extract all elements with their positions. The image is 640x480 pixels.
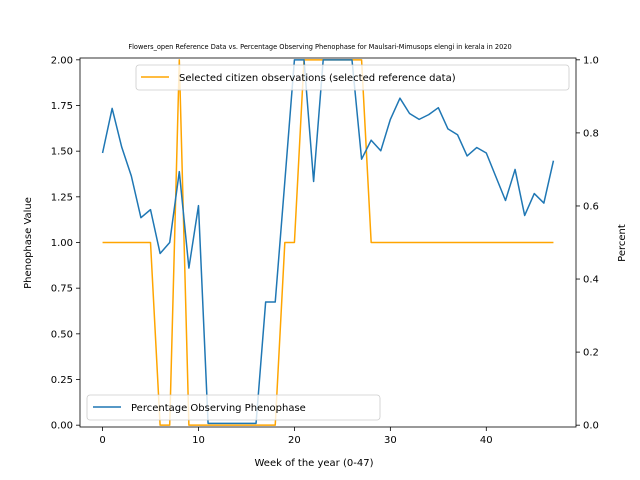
legend-percentage: Percentage Observing Phenophase [86, 394, 381, 421]
y-axis-left-label: Phenophase Value [23, 197, 34, 289]
y-right-tick-label: 0.2 [583, 348, 599, 359]
x-tick-label: 30 [384, 435, 397, 446]
y-left-tick-label: 1.00 [51, 238, 73, 249]
y-left-tick-label: 0.50 [51, 329, 73, 340]
x-tick-label: 0 [99, 435, 105, 446]
legend-box [86, 394, 381, 421]
legend-reference: Selected citizen observations (selected … [135, 64, 570, 91]
x-axis-label: Week of the year (0-47) [255, 458, 374, 469]
x-axis: 0 10 20 30 40 [99, 427, 493, 446]
percentage-line [101, 59, 555, 425]
legend-box [135, 64, 570, 91]
y-left-tick-label: 1.75 [51, 101, 73, 112]
y-left-tick-label: 2.00 [51, 55, 73, 66]
y-left-tick-label: 1.50 [51, 147, 73, 158]
y-axis-right-label: Percent [617, 224, 628, 262]
y-right-tick-label: 0.4 [583, 275, 599, 286]
y-right-tick-label: 0.6 [583, 201, 599, 212]
y-left-tick-label: 0.25 [51, 375, 73, 386]
percentage-series [101, 59, 555, 425]
y-right-tick-label: 0.8 [583, 128, 599, 139]
plot-area [79, 57, 577, 428]
x-tick-label: 20 [288, 435, 301, 446]
y-axis-left: 0.00 0.25 0.50 0.75 1.00 1.25 1.50 1.75 2.00 [51, 55, 80, 432]
y-right-tick-label: 1.0 [583, 55, 599, 66]
x-tick-label: 40 [480, 435, 493, 446]
legend-label: Percentage Observing Phenophase [131, 403, 306, 414]
x-tick-label: 10 [192, 435, 205, 446]
y-left-tick-label: 0.00 [51, 421, 73, 432]
y-left-tick-label: 0.75 [51, 284, 73, 295]
chart-title: Flowers_open Reference Data vs. Percenta… [128, 43, 511, 51]
y-left-tick-label: 1.25 [51, 192, 73, 203]
y-right-tick-label: 0.0 [583, 421, 599, 432]
y-axis-right: 0.0 0.2 0.4 0.6 0.8 1.0 [576, 55, 599, 432]
legend-label: Selected citizen observations (selected … [179, 73, 456, 84]
